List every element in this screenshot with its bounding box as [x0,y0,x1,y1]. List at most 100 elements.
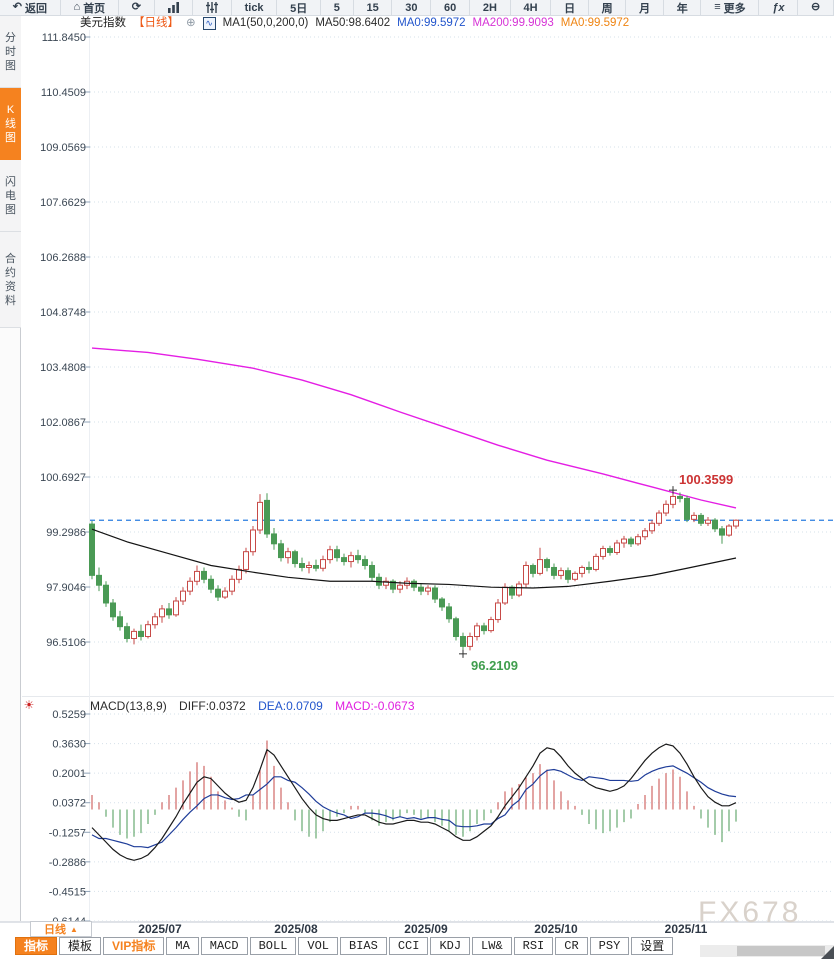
macd-indicator-button[interactable]: MACD [200,937,248,955]
svg-text:-0.1257: -0.1257 [49,827,86,839]
vip-indicator-tab[interactable]: VIP指标 [103,937,165,955]
svg-text:103.4808: 103.4808 [40,362,86,374]
bias-indicator-button[interactable]: BIAS [340,937,387,955]
plus-circle-icon[interactable]: ⊕ [186,17,196,29]
more-button[interactable]: ≡ 更多 [701,0,760,15]
sidebar-tab-kline-chart-label: K线图 [5,103,16,144]
period-day-button-label: 日 [564,2,576,15]
sidebar: 分时图 K线图闪电图合约资料 [0,16,21,935]
period-60-button-label: 60 [444,1,457,14]
period-week-button-label: 周 [601,2,613,15]
period-selector[interactable]: 日线 ▲ [30,921,92,937]
period-5-button[interactable]: 5 [321,0,354,15]
rsi-indicator-button[interactable]: RSI [513,937,554,955]
fx-button[interactable]: ƒx [759,0,799,15]
home-button[interactable]: ⌂ 首页 [61,0,119,15]
period-30-button-label: 30 [405,1,418,14]
svg-text:102.0867: 102.0867 [40,417,86,429]
period-5d-button-label: 5日 [290,2,308,15]
period-tick-button[interactable]: tick [232,0,278,15]
svg-text:99.2986: 99.2986 [46,527,86,539]
x-axis-date: 2025/08 [274,922,318,936]
period-4h-button[interactable]: 4H [511,0,552,15]
period-year-button[interactable]: 年 [664,0,702,15]
macd-dea-value: DEA:0.0709 [258,699,323,713]
svg-text:109.0569: 109.0569 [40,142,86,154]
svg-text:0.0372: 0.0372 [52,798,86,810]
boll-indicator-button[interactable]: BOLL [249,937,297,955]
ma0-orange-value: MA0:99.5972 [560,17,630,29]
ma0-blue-value: MA0:99.5972 [397,17,466,29]
chart-style-button[interactable] [155,0,194,15]
period-month-button[interactable]: 月 [626,0,664,15]
svg-text:-0.4515: -0.4515 [49,886,86,898]
period-2h-button-label: 2H [482,1,497,14]
period-week-button[interactable]: 周 [589,0,627,15]
sidebar-tab-time-chart[interactable]: 分时图 [0,16,21,88]
bar-chart-icon [167,2,180,13]
horizontal-scrollbar-thumb[interactable] [737,946,825,956]
ma-settings-label[interactable]: MA1(50,0,200,0) [222,17,309,29]
period-year-button-label: 年 [676,2,688,15]
home-button-label: 首页 [83,2,106,15]
refresh-button[interactable]: ⟳ [119,0,155,15]
vol-indicator-button[interactable]: VOL [298,937,339,955]
svg-text:107.6629: 107.6629 [40,197,86,209]
ma50-value: MA50:98.6402 [315,17,391,29]
macd-header: MACD(13,8,9) DIFF:0.0372 DEA:0.0709 MACD… [90,699,424,713]
period-day-button[interactable]: 日 [551,0,589,15]
period-tag: 【日线】 [133,17,179,29]
bottom-toolbar: 指标 模板 VIP指标 MA MACD BOLL VOL BIAS CCI KDJ LW& RSI CR… [0,937,834,959]
macd-hist-value: MACD:-0.0673 [335,699,415,713]
svg-text:96.2109: 96.2109 [471,658,518,673]
top-toolbar: ↶ 返回 ⌂ 首页 ⟳ tick 5日 5 15 30 60 2H 4H 日周月年 ≡ 更多 ƒx ⊖ [0,0,834,16]
period-15-button-label: 15 [366,1,379,14]
period-30-button[interactable]: 30 [392,0,432,15]
ma200-value: MA200:99.9093 [472,17,554,29]
lwr-indicator-button[interactable]: LW& [472,937,512,955]
svg-text:110.4509: 110.4509 [41,87,86,99]
template-tab[interactable]: 模板 [59,937,102,955]
period-month-button-label: 月 [639,2,651,15]
psy-indicator-button[interactable]: PSY [589,937,630,955]
up-arrow-icon: ▲ [70,924,78,934]
svg-text:-0.2886: -0.2886 [49,857,86,869]
cr-indicator-button[interactable]: CR [555,937,588,955]
period-60-button[interactable]: 60 [431,0,471,15]
indicator-tab[interactable]: 指标 [15,937,58,955]
sidebar-tab-contract-info-label: 合约资料 [5,252,16,307]
back-button[interactable]: ↶ 返回 [0,0,61,15]
period-5-button-label: 5 [333,1,340,14]
svg-text:100.3599: 100.3599 [679,472,733,487]
settings-button[interactable]: 设置 [631,937,674,955]
svg-text:0.5259: 0.5259 [52,709,86,721]
ma-indicator-button[interactable]: MA [166,937,199,955]
period-selector-label: 日线 [44,924,67,936]
home-icon: ⌂ [73,1,81,13]
cci-indicator-button[interactable]: CCI [388,937,429,955]
sidebar-tab-contract-info[interactable]: 合约资料 [0,232,21,328]
watermark: FX678 [698,896,802,929]
sidebar-tab-time-chart-label: 分时图 [5,31,16,72]
svg-text:104.8748: 104.8748 [40,307,86,319]
resize-grip[interactable] [821,946,834,959]
macd-params-label: MACD(13,8,9) [90,699,167,713]
svg-text:106.2688: 106.2688 [40,252,86,264]
period-15-button[interactable]: 15 [354,0,393,15]
sidebar-tab-kline-chart[interactable]: K线图 [0,88,21,160]
x-axis-date: 2025/10 [534,922,578,936]
ma-panel-icon[interactable]: ∿ [202,16,216,30]
sidebar-tab-lightning-chart[interactable]: 闪电图 [0,160,21,232]
zoom-out-icon: ⊖ [811,1,821,13]
kdj-indicator-button[interactable]: KDJ [430,937,471,955]
symbol-name: 美元指数 [80,17,126,29]
macd-settings-icon[interactable]: ☀ [23,698,35,712]
period-5d-button[interactable]: 5日 [277,0,322,15]
indicator-adjust-button[interactable] [193,0,232,15]
x-axis-date: 2025/09 [404,922,448,936]
period-2h-button[interactable]: 2H [470,0,511,15]
back-button-label: 返回 [24,2,47,15]
svg-text:96.5106: 96.5106 [46,637,86,649]
